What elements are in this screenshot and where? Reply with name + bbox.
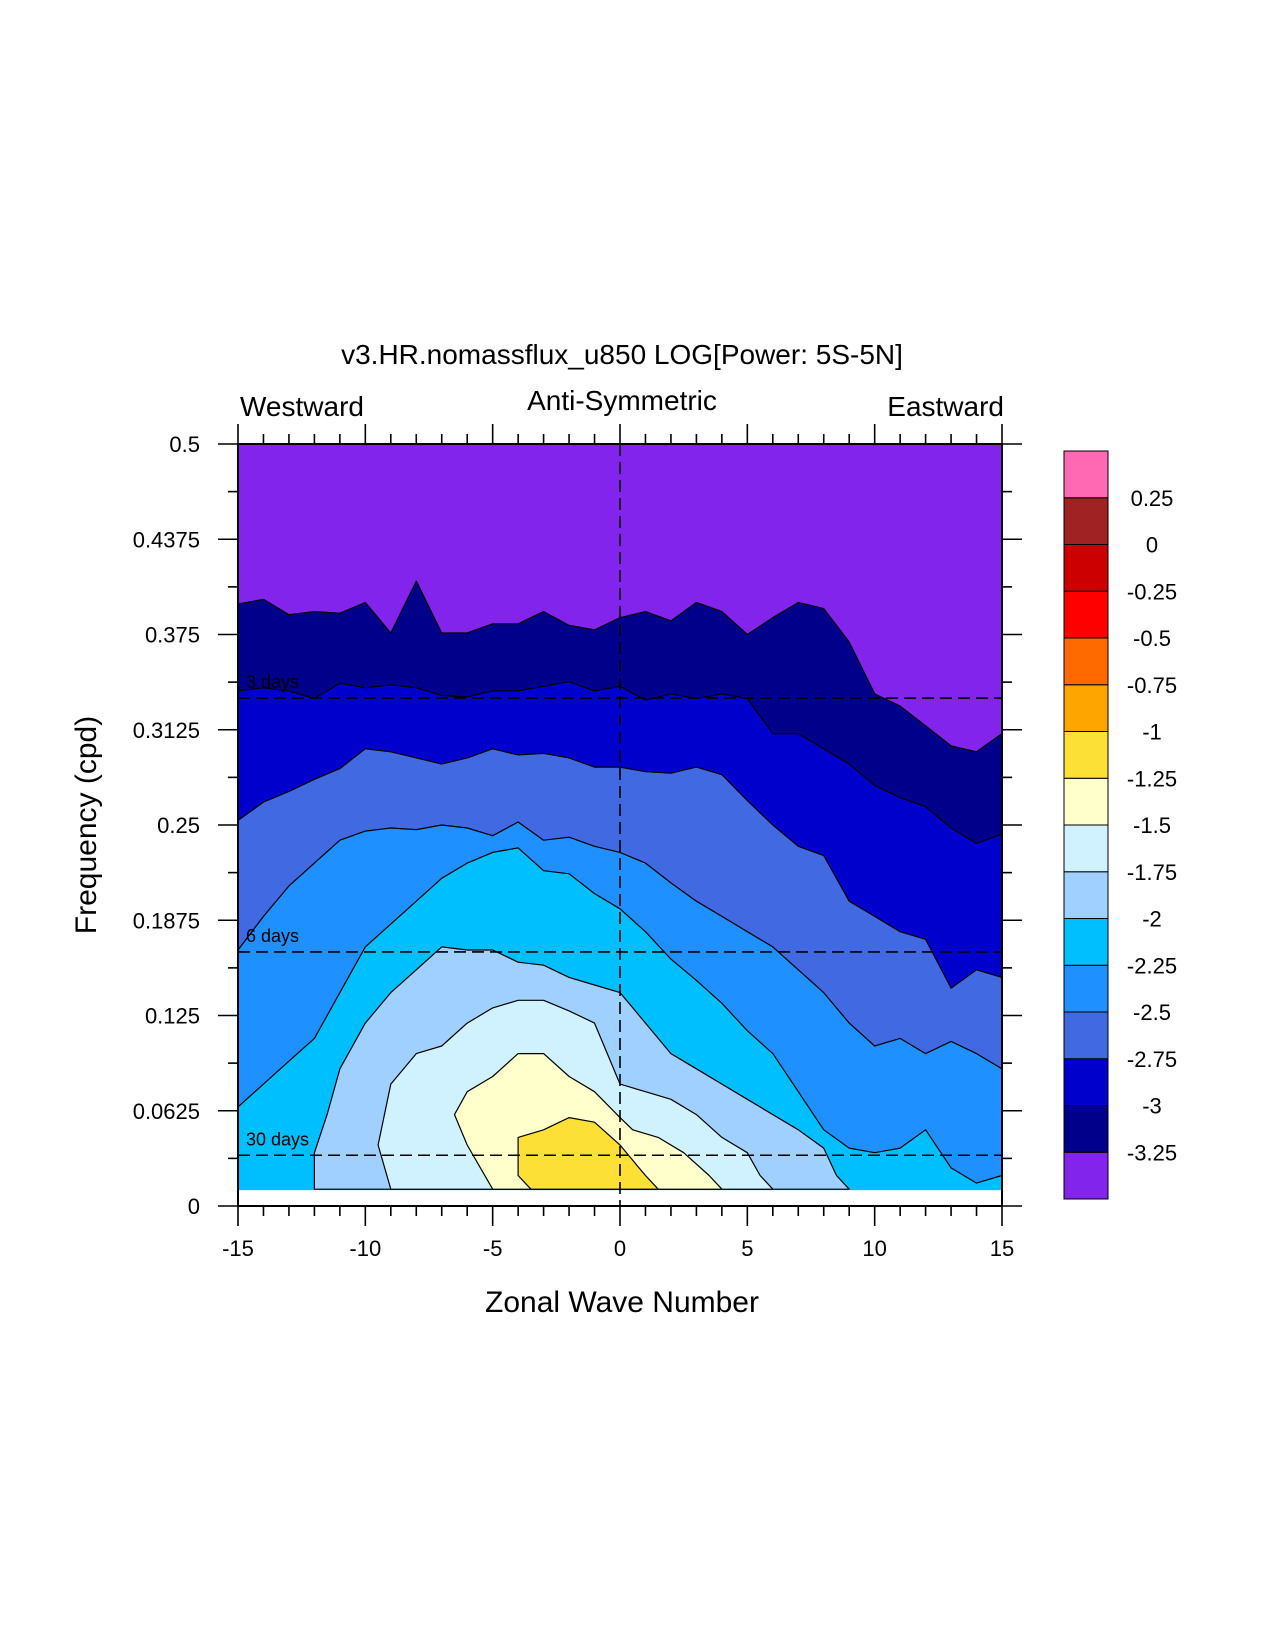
colorbar-box-10 bbox=[1063, 684, 1109, 732]
colorbar-label: -2.75 bbox=[1127, 1047, 1177, 1072]
subtitle-eastward: Eastward bbox=[887, 391, 1004, 422]
y-tick-label: 0.3125 bbox=[133, 718, 200, 743]
subtitle-westward: Westward bbox=[240, 391, 364, 422]
axes-layer: -15 -10 -5 0 5 10 15 0 0.0625 0.125 0.1875 0.25 0.31… bbox=[133, 424, 1022, 1261]
x-tick-label: -15 bbox=[222, 1236, 254, 1261]
y-axis-label: Frequency (cpd) bbox=[70, 716, 103, 934]
colorbar-label: 0.25 bbox=[1131, 486, 1174, 511]
colorbar-label: -1 bbox=[1142, 720, 1162, 745]
colorbar-box-2 bbox=[1063, 1058, 1109, 1106]
x-tick-label: 5 bbox=[741, 1236, 753, 1261]
colorbar-box-6 bbox=[1063, 871, 1109, 919]
y-tick-label: 0 bbox=[188, 1194, 200, 1219]
colorbar-box-15 bbox=[1063, 450, 1109, 499]
y-tick-label: 0.375 bbox=[145, 623, 200, 648]
colorbar-box-5 bbox=[1063, 918, 1109, 966]
colorbar-box-7 bbox=[1063, 824, 1109, 873]
y-tick-label: 0.1875 bbox=[133, 908, 200, 933]
x-axis-label: Zonal Wave Number bbox=[485, 1286, 759, 1319]
colorbar-label: -0.25 bbox=[1127, 579, 1177, 604]
colorbar-label: -2.25 bbox=[1127, 953, 1177, 978]
x-tick-label: -5 bbox=[483, 1236, 503, 1261]
x-tick-label: 10 bbox=[862, 1236, 886, 1261]
colorbar-box-9 bbox=[1063, 731, 1109, 779]
contour-blob-3 bbox=[517, 1116, 659, 1190]
colorbar-label: -3 bbox=[1142, 1094, 1162, 1119]
subtitle-anti-symmetric: Anti-Symmetric bbox=[527, 385, 717, 416]
colorbar-label: -1.5 bbox=[1133, 813, 1171, 838]
colorbar-box-1 bbox=[1063, 1105, 1109, 1153]
colorbar-box-4 bbox=[1063, 964, 1109, 1013]
x-tick-label: -10 bbox=[349, 1236, 381, 1261]
colorbar-box-8 bbox=[1063, 777, 1109, 826]
no-data-strip bbox=[238, 1190, 1002, 1206]
y-tick-label: 0.25 bbox=[157, 813, 200, 838]
reference-lines-layer: 3 days 6 days 30 days bbox=[238, 444, 1002, 1206]
colorbar-label: -2 bbox=[1142, 907, 1162, 932]
y-tick-label: 0.0625 bbox=[133, 1099, 200, 1124]
colorbar-box-3 bbox=[1063, 1011, 1109, 1060]
colorbar-box-14 bbox=[1063, 497, 1109, 545]
colorbar-box-13 bbox=[1063, 544, 1109, 592]
x-tick-label: 0 bbox=[614, 1236, 626, 1261]
colorbar-label: -0.75 bbox=[1127, 673, 1177, 698]
colorbar-label: 0 bbox=[1146, 533, 1158, 558]
period-label-2: 30 days bbox=[246, 1129, 309, 1149]
chart-title: v3.HR.nomassflux_u850 LOG[Power: 5S-5N] bbox=[341, 339, 903, 370]
colorbar-box-0 bbox=[1063, 1151, 1109, 1200]
period-label-0: 3 days bbox=[246, 672, 299, 692]
colorbar-label: -3.25 bbox=[1127, 1140, 1177, 1165]
colorbar: -3.25 -3 -2.75 -2.5 -2.25 -2 -1.75 -1.5 -1.25 -1 -… bbox=[1063, 450, 1177, 1200]
y-tick-label: 0.5 bbox=[169, 432, 200, 457]
colorbar-label: -2.5 bbox=[1133, 1000, 1171, 1025]
colorbar-label: -1.75 bbox=[1127, 860, 1177, 885]
colorbar-box-11 bbox=[1063, 637, 1109, 686]
y-tick-label: 0.125 bbox=[145, 1004, 200, 1029]
y-tick-label: 0.4375 bbox=[133, 527, 200, 552]
colorbar-label: -1.25 bbox=[1127, 766, 1177, 791]
x-tick-label: 15 bbox=[990, 1236, 1014, 1261]
period-label-1: 6 days bbox=[246, 926, 299, 946]
colorbar-box-12 bbox=[1063, 590, 1109, 639]
colorbar-label: -0.5 bbox=[1133, 626, 1171, 651]
